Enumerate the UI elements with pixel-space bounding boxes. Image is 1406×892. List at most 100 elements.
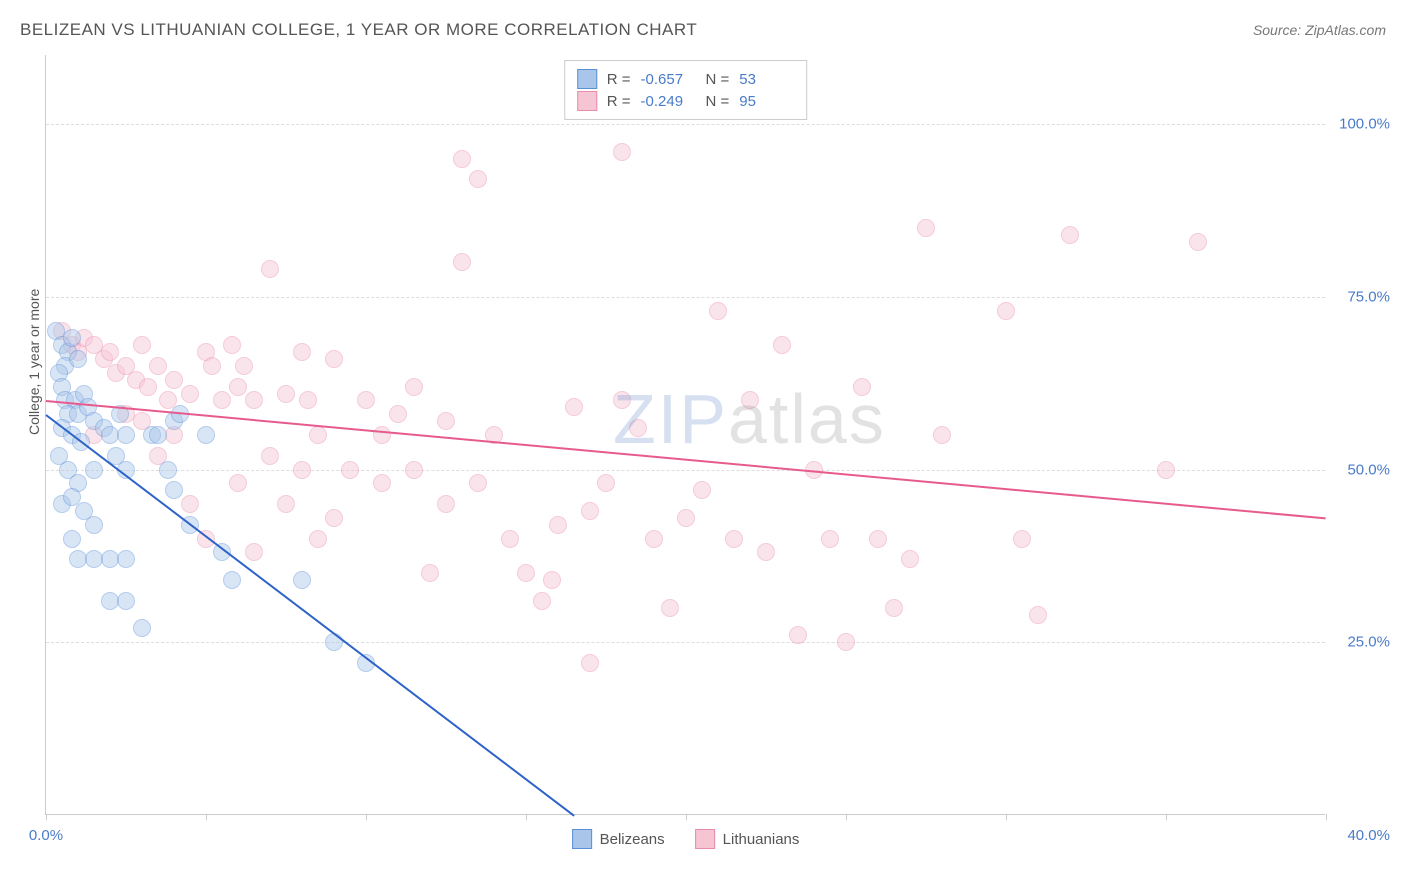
data-point — [165, 371, 183, 389]
data-point — [261, 260, 279, 278]
data-point — [789, 626, 807, 644]
data-point — [69, 350, 87, 368]
x-tick — [686, 814, 687, 820]
data-point — [261, 447, 279, 465]
data-point — [245, 391, 263, 409]
data-point — [543, 571, 561, 589]
x-tick — [46, 814, 47, 820]
bottom-legend: Belizeans Lithuanians — [572, 829, 800, 849]
data-point — [1029, 606, 1047, 624]
data-point — [85, 461, 103, 479]
x-tick-label: 0.0% — [29, 827, 63, 844]
data-point — [469, 170, 487, 188]
data-point — [235, 357, 253, 375]
y-tick-label: 25.0% — [1347, 634, 1390, 651]
data-point — [933, 426, 951, 444]
data-point — [165, 481, 183, 499]
data-point — [1157, 461, 1175, 479]
data-point — [245, 543, 263, 561]
legend-label: Lithuanians — [723, 831, 800, 848]
data-point — [917, 219, 935, 237]
data-point — [997, 302, 1015, 320]
gridline — [46, 297, 1325, 298]
plot-area: 25.0%50.0%75.0%100.0%0.0%40.0% — [46, 55, 1325, 814]
data-point — [325, 509, 343, 527]
stat-r-label: R = — [607, 93, 631, 110]
x-tick — [526, 814, 527, 820]
data-point — [405, 461, 423, 479]
x-tick — [1006, 814, 1007, 820]
x-tick — [846, 814, 847, 820]
data-point — [213, 391, 231, 409]
legend-item: Lithuanians — [695, 829, 800, 849]
data-point — [661, 599, 679, 617]
data-point — [501, 530, 519, 548]
data-point — [773, 336, 791, 354]
data-point — [341, 461, 359, 479]
data-point — [1189, 233, 1207, 251]
data-point — [277, 385, 295, 403]
data-point — [693, 481, 711, 499]
data-point — [117, 550, 135, 568]
legend-swatch — [577, 91, 597, 111]
data-point — [117, 592, 135, 610]
data-point — [405, 378, 423, 396]
legend-item: Belizeans — [572, 829, 665, 849]
data-point — [325, 633, 343, 651]
x-tick-label: 40.0% — [1347, 827, 1390, 844]
y-tick-label: 50.0% — [1347, 461, 1390, 478]
data-point — [181, 495, 199, 513]
data-point — [373, 474, 391, 492]
data-point — [277, 495, 295, 513]
data-point — [453, 150, 471, 168]
data-point — [203, 357, 221, 375]
data-point — [1061, 226, 1079, 244]
x-tick — [1166, 814, 1167, 820]
stat-r-value: -0.249 — [641, 93, 696, 110]
data-point — [149, 357, 167, 375]
data-point — [325, 350, 343, 368]
data-point — [677, 509, 695, 527]
data-point — [757, 543, 775, 561]
stat-r-value: -0.657 — [641, 71, 696, 88]
data-point — [821, 530, 839, 548]
data-point — [63, 329, 81, 347]
data-point — [229, 474, 247, 492]
data-point — [725, 530, 743, 548]
data-point — [437, 412, 455, 430]
data-point — [709, 302, 727, 320]
data-point — [437, 495, 455, 513]
data-point — [373, 426, 391, 444]
data-point — [597, 474, 615, 492]
trend-line — [45, 414, 574, 816]
data-point — [741, 391, 759, 409]
data-point — [293, 571, 311, 589]
data-point — [421, 564, 439, 582]
gridline — [46, 642, 1325, 643]
data-point — [149, 426, 167, 444]
data-point — [357, 391, 375, 409]
data-point — [533, 592, 551, 610]
data-point — [293, 343, 311, 361]
data-point — [565, 398, 583, 416]
data-point — [85, 516, 103, 534]
source-attribution: Source: ZipAtlas.com — [1253, 22, 1386, 38]
data-point — [309, 530, 327, 548]
chart-title: BELIZEAN VS LITHUANIAN COLLEGE, 1 YEAR O… — [20, 20, 697, 40]
data-point — [389, 405, 407, 423]
data-point — [223, 336, 241, 354]
y-axis-label: College, 1 year or more — [26, 288, 42, 434]
data-point — [613, 391, 631, 409]
data-point — [581, 502, 599, 520]
y-tick-label: 75.0% — [1347, 288, 1390, 305]
legend-swatch — [572, 829, 592, 849]
data-point — [549, 516, 567, 534]
trend-line — [46, 400, 1326, 519]
x-tick — [1326, 814, 1327, 820]
gridline — [46, 470, 1325, 471]
x-tick — [206, 814, 207, 820]
data-point — [469, 474, 487, 492]
data-point — [1013, 530, 1031, 548]
data-point — [613, 143, 631, 161]
data-point — [101, 343, 119, 361]
